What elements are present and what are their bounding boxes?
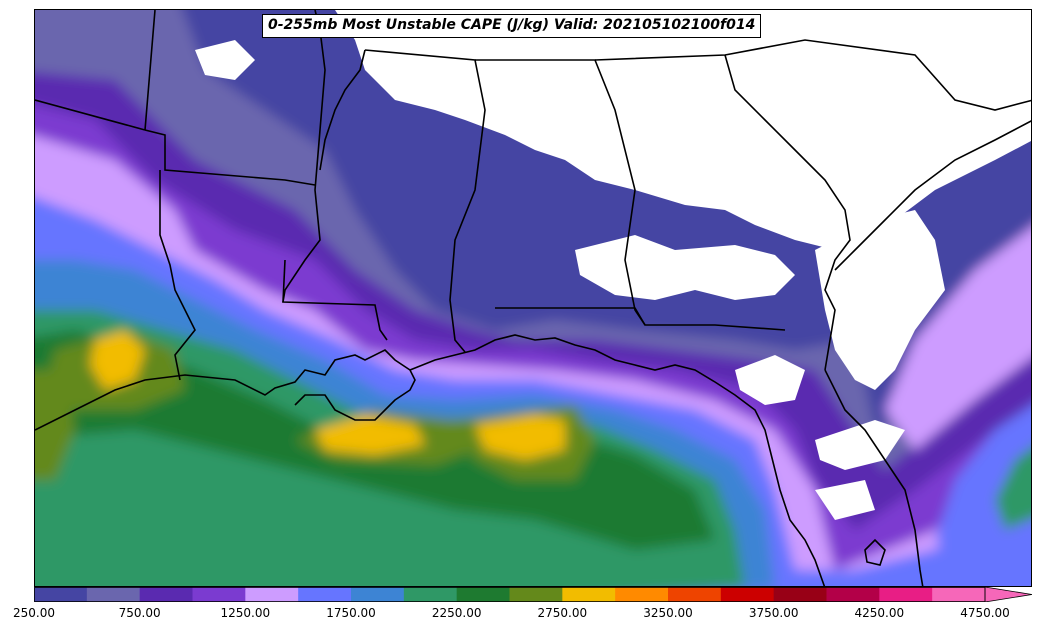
colorbar-swatch	[668, 587, 722, 602]
colorbar-swatch	[245, 587, 299, 602]
colorbar-tick-label: 750.00	[118, 606, 161, 620]
colorbar-swatch	[403, 587, 458, 602]
colorbar-tick-label: 1750.00	[326, 606, 376, 620]
colorbar	[34, 587, 1032, 602]
colorbar-swatch	[509, 587, 563, 602]
colorbar-tick-label: 1250.00	[220, 606, 271, 620]
colorbar-swatch	[562, 587, 616, 602]
colorbar-tick-label: 250.00	[13, 606, 55, 620]
colorbar-swatch	[615, 587, 669, 602]
colorbar-swatch	[826, 587, 880, 602]
colorbar-tick-label: 2250.00	[431, 606, 482, 620]
colorbar-swatch	[932, 587, 986, 602]
map-title: 0-255mb Most Unstable CAPE (J/kg) Valid:…	[262, 14, 762, 38]
colorbar-outline	[34, 587, 986, 602]
no-cape-areas	[195, 10, 1031, 520]
colorbar-swatch	[351, 587, 405, 602]
colorbar-tick-label: 3750.00	[748, 606, 799, 620]
colorbar-swatch	[773, 587, 827, 602]
colorbar-swatch	[879, 587, 933, 602]
map-panel	[34, 9, 1032, 587]
colorbar-swatch	[192, 587, 246, 602]
colorbar-swatches	[34, 587, 1032, 602]
colorbar-tick-label: 2750.00	[537, 606, 588, 620]
colorbar-tick-label: 3250.00	[643, 606, 693, 620]
colorbar-extend-max	[984, 587, 1032, 602]
colorbar-swatch	[34, 587, 88, 602]
cape-map	[35, 10, 1031, 586]
colorbar-swatch	[456, 587, 510, 602]
colorbar-swatch	[139, 587, 193, 602]
colorbar-tick-label: 4250.00	[854, 606, 905, 620]
borders-coastlines	[35, 10, 1031, 586]
colorbar-swatch	[298, 587, 352, 602]
colorbar-tick-label: 4750.00	[960, 606, 1010, 620]
colorbar-swatch	[720, 587, 775, 602]
colorbar-swatch	[86, 587, 141, 602]
